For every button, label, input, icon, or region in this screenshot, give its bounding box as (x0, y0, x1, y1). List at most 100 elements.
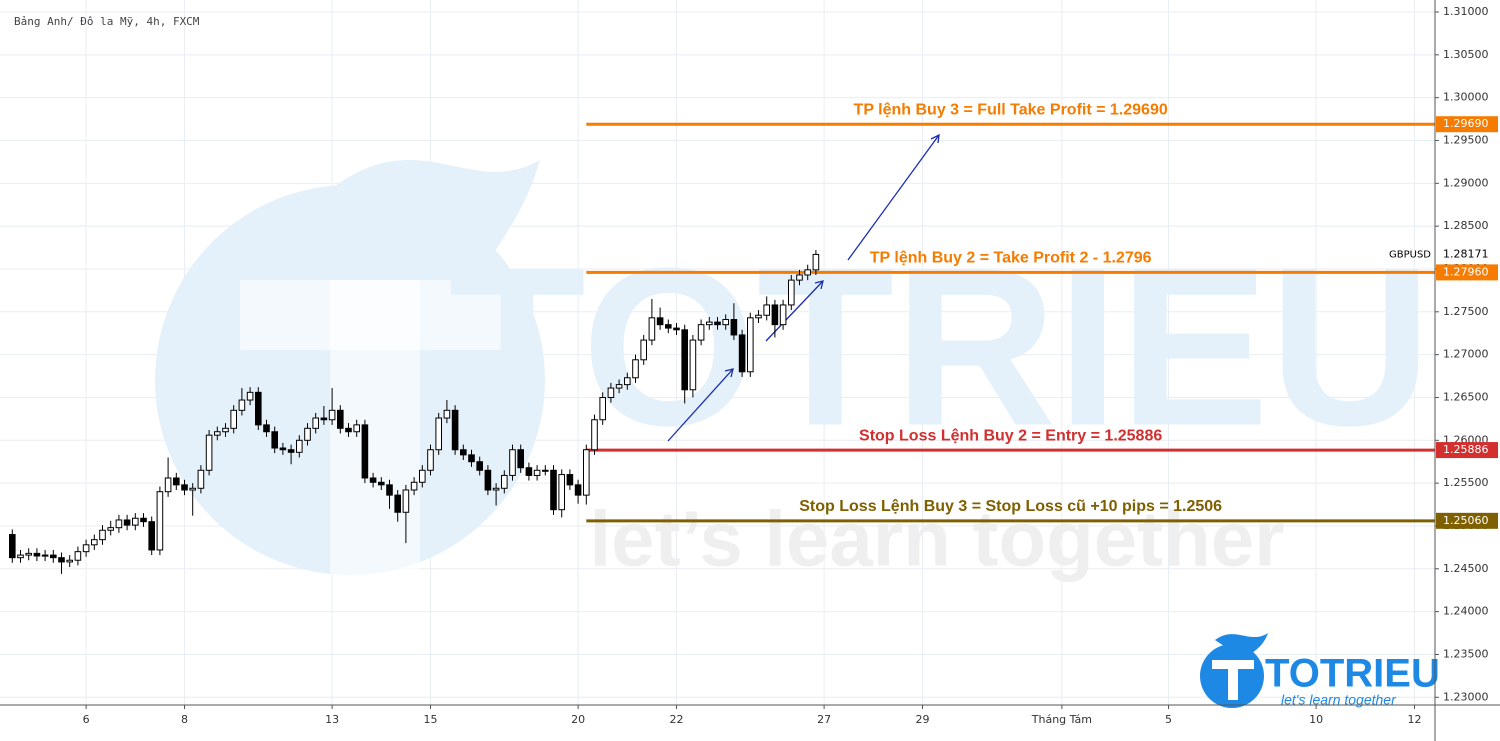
candle-body (509, 449, 516, 476)
level-price-label: 1.27960 (1443, 265, 1489, 278)
candle-body (435, 417, 442, 451)
x-tick-label: 12 (1408, 713, 1422, 726)
candle-body (451, 409, 459, 451)
candle-body (607, 387, 615, 398)
candle-body (640, 339, 648, 361)
candle-body (320, 417, 328, 421)
y-tick-label: 1.25500 (1443, 476, 1489, 489)
candle-body (181, 484, 188, 491)
candle-body (697, 324, 705, 341)
candle-body (91, 539, 98, 546)
candle-body (214, 431, 221, 436)
candle-body (632, 359, 639, 379)
level-price-box (1436, 442, 1498, 459)
chart-title: Bảng Anh/ Đô la Mỹ, 4h, FXCM (14, 15, 200, 28)
candle-body (271, 431, 278, 449)
x-tick-label: 5 (1165, 713, 1172, 726)
arrow-head (930, 133, 940, 144)
candle-body (132, 517, 139, 526)
level-price-box (1436, 116, 1498, 133)
candle-body (730, 319, 738, 336)
level-annotation: TP lệnh Buy 3 = Full Take Profit = 1.296… (854, 101, 1168, 118)
candle-body (796, 274, 803, 281)
level-price-label: 1.25886 (1443, 443, 1489, 456)
y-tick-label: 1.30500 (1443, 48, 1489, 61)
candle-body (394, 494, 401, 513)
candle-body (33, 552, 41, 557)
x-tick-label: 27 (817, 713, 831, 726)
arrow-head (814, 280, 824, 290)
y-tick-label: 1.27000 (1443, 348, 1489, 361)
logo-flame (1215, 633, 1268, 660)
candle-body (296, 439, 303, 453)
candle-body (246, 391, 254, 401)
candle-body (804, 269, 812, 276)
candle-body (591, 419, 598, 451)
level-annotation: Stop Loss Lệnh Buy 2 = Entry = 1.25886 (859, 427, 1162, 444)
y-tick-label: 1.30000 (1443, 91, 1489, 104)
x-tick-label: 22 (670, 713, 684, 726)
arrows (667, 133, 940, 442)
candle-body (328, 409, 336, 421)
candle-body (337, 409, 344, 429)
candle-body (230, 409, 237, 429)
level-price-box (1436, 512, 1498, 529)
candle-body (689, 339, 697, 391)
candle-body (648, 317, 656, 341)
candle-body (656, 317, 664, 326)
candle-body (492, 487, 500, 491)
candle-body (402, 489, 410, 513)
candle-body (107, 527, 115, 531)
candle-body (427, 449, 434, 471)
candle-body (263, 424, 270, 433)
x-tick-label: 8 (181, 713, 188, 726)
candle-body (66, 559, 74, 563)
candle-body (706, 321, 713, 326)
axes: 1.230001.235001.240001.245001.250001.255… (83, 5, 1498, 726)
candle-body (558, 474, 566, 511)
candle-body (148, 521, 155, 551)
candle-body (747, 317, 754, 373)
candle-body (722, 319, 730, 326)
logo-brand: TOTRIEU (1265, 652, 1440, 696)
candle-body (788, 279, 795, 306)
watermark-t-stem (330, 280, 420, 575)
candle-body (369, 477, 377, 483)
level-annotation: TP lệnh Buy 2 = Take Profit 2 - 1.2796 (870, 250, 1152, 267)
y-tick-label: 1.23000 (1443, 690, 1489, 703)
candle-body (58, 557, 65, 563)
candle-body (517, 449, 525, 469)
candle-body (82, 544, 90, 553)
watermark-brand: TOTRIEU (448, 220, 1431, 472)
candle-body (312, 417, 319, 429)
candle-body (460, 449, 467, 456)
candle-body (755, 314, 762, 319)
logo: TOTRIEU let's learn together (1200, 633, 1440, 708)
logo-slogan: let's learn together (1281, 692, 1397, 708)
x-tick-label: 15 (424, 713, 438, 726)
logo-t-stem (1228, 660, 1238, 700)
candle-body (156, 491, 164, 551)
candle-body (525, 467, 533, 476)
candle-body (665, 324, 672, 329)
y-tick-label: 1.27500 (1443, 305, 1489, 318)
candle-body (681, 329, 689, 391)
candle-body (255, 391, 262, 426)
y-tick-label: 1.24500 (1443, 562, 1489, 575)
x-tick-label: 6 (83, 713, 90, 726)
candle-body (566, 474, 574, 486)
x-tick-label: 13 (325, 713, 339, 726)
arrow (765, 280, 824, 342)
candle-body (771, 304, 779, 326)
y-tick-label: 1.26500 (1443, 390, 1489, 403)
level-price-box (1436, 264, 1498, 281)
candle-body (205, 434, 213, 471)
x-tick-label: 29 (916, 713, 930, 726)
candle-body (164, 477, 172, 493)
candles (9, 250, 820, 574)
candle-body (574, 484, 582, 496)
level-price-label: 1.29690 (1443, 117, 1489, 130)
watermark-slogan: let’s learn together (590, 495, 1285, 583)
candle-body (779, 304, 787, 326)
